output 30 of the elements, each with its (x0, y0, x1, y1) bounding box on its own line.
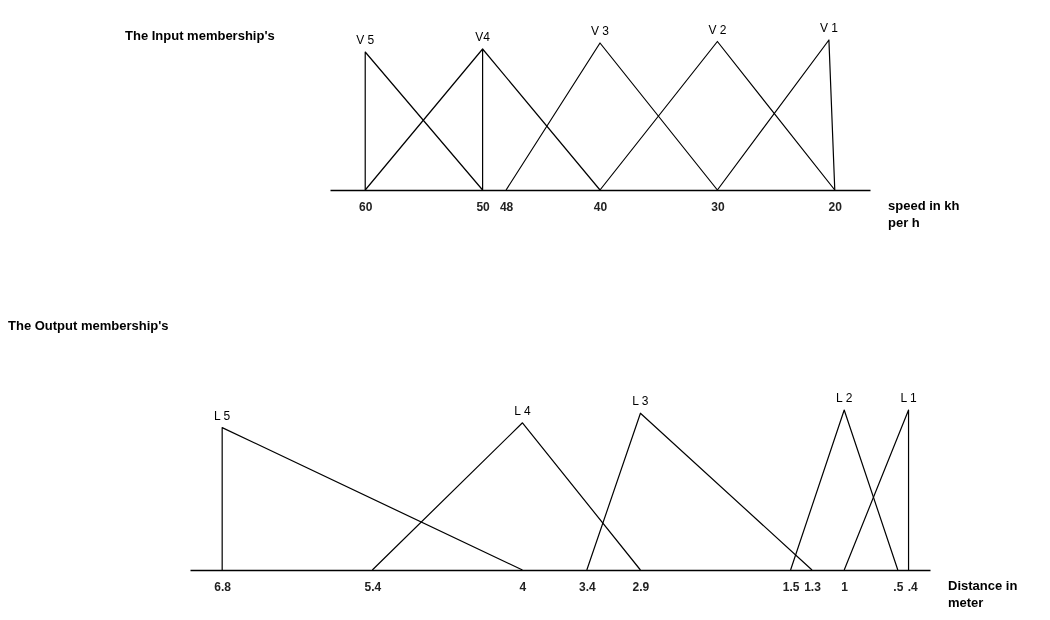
x-axis-title: speed in kh per h (888, 198, 960, 230)
series-label: L 1 (900, 391, 917, 405)
chart-title: The Output membership's (8, 318, 169, 333)
series-label: V 3 (590, 24, 610, 38)
series-label: V 2 (708, 22, 727, 37)
series-label: L 3 (632, 394, 649, 409)
x-tick-label: 5.4 (364, 579, 382, 594)
series-label: L 4 (514, 403, 531, 418)
x-tick-label: 6.8 (214, 579, 232, 594)
x-tick-label: .5 (893, 579, 904, 594)
text: The Input membership's (125, 28, 275, 43)
x-tick-label: .4 (907, 579, 918, 594)
series-label: V 5 (356, 33, 375, 47)
x-axis-title: Distance in meter (948, 578, 1018, 610)
x-tick-label: 30 (711, 199, 725, 214)
x-tick-label: 60 (359, 199, 373, 214)
series-label: V 1 (819, 21, 839, 35)
x-tick-label: 2.9 (632, 579, 650, 594)
x-tick-label: 1 (841, 579, 849, 594)
x-tick-label: 1.5 (782, 579, 800, 594)
x-tick-label: 3.4 (578, 579, 596, 594)
x-tick-label: 1.3 (804, 579, 822, 594)
series-label: L 5 (214, 408, 231, 423)
series-label: V4 (475, 30, 491, 44)
x-tick-label: 40 (593, 199, 608, 214)
x-tick-label: 50 (476, 199, 491, 214)
x-tick-label: 48 (499, 199, 514, 214)
x-tick-label: 4 (519, 579, 527, 594)
x-tick-label: 20 (828, 199, 843, 214)
series-label: L 2 (836, 391, 853, 405)
